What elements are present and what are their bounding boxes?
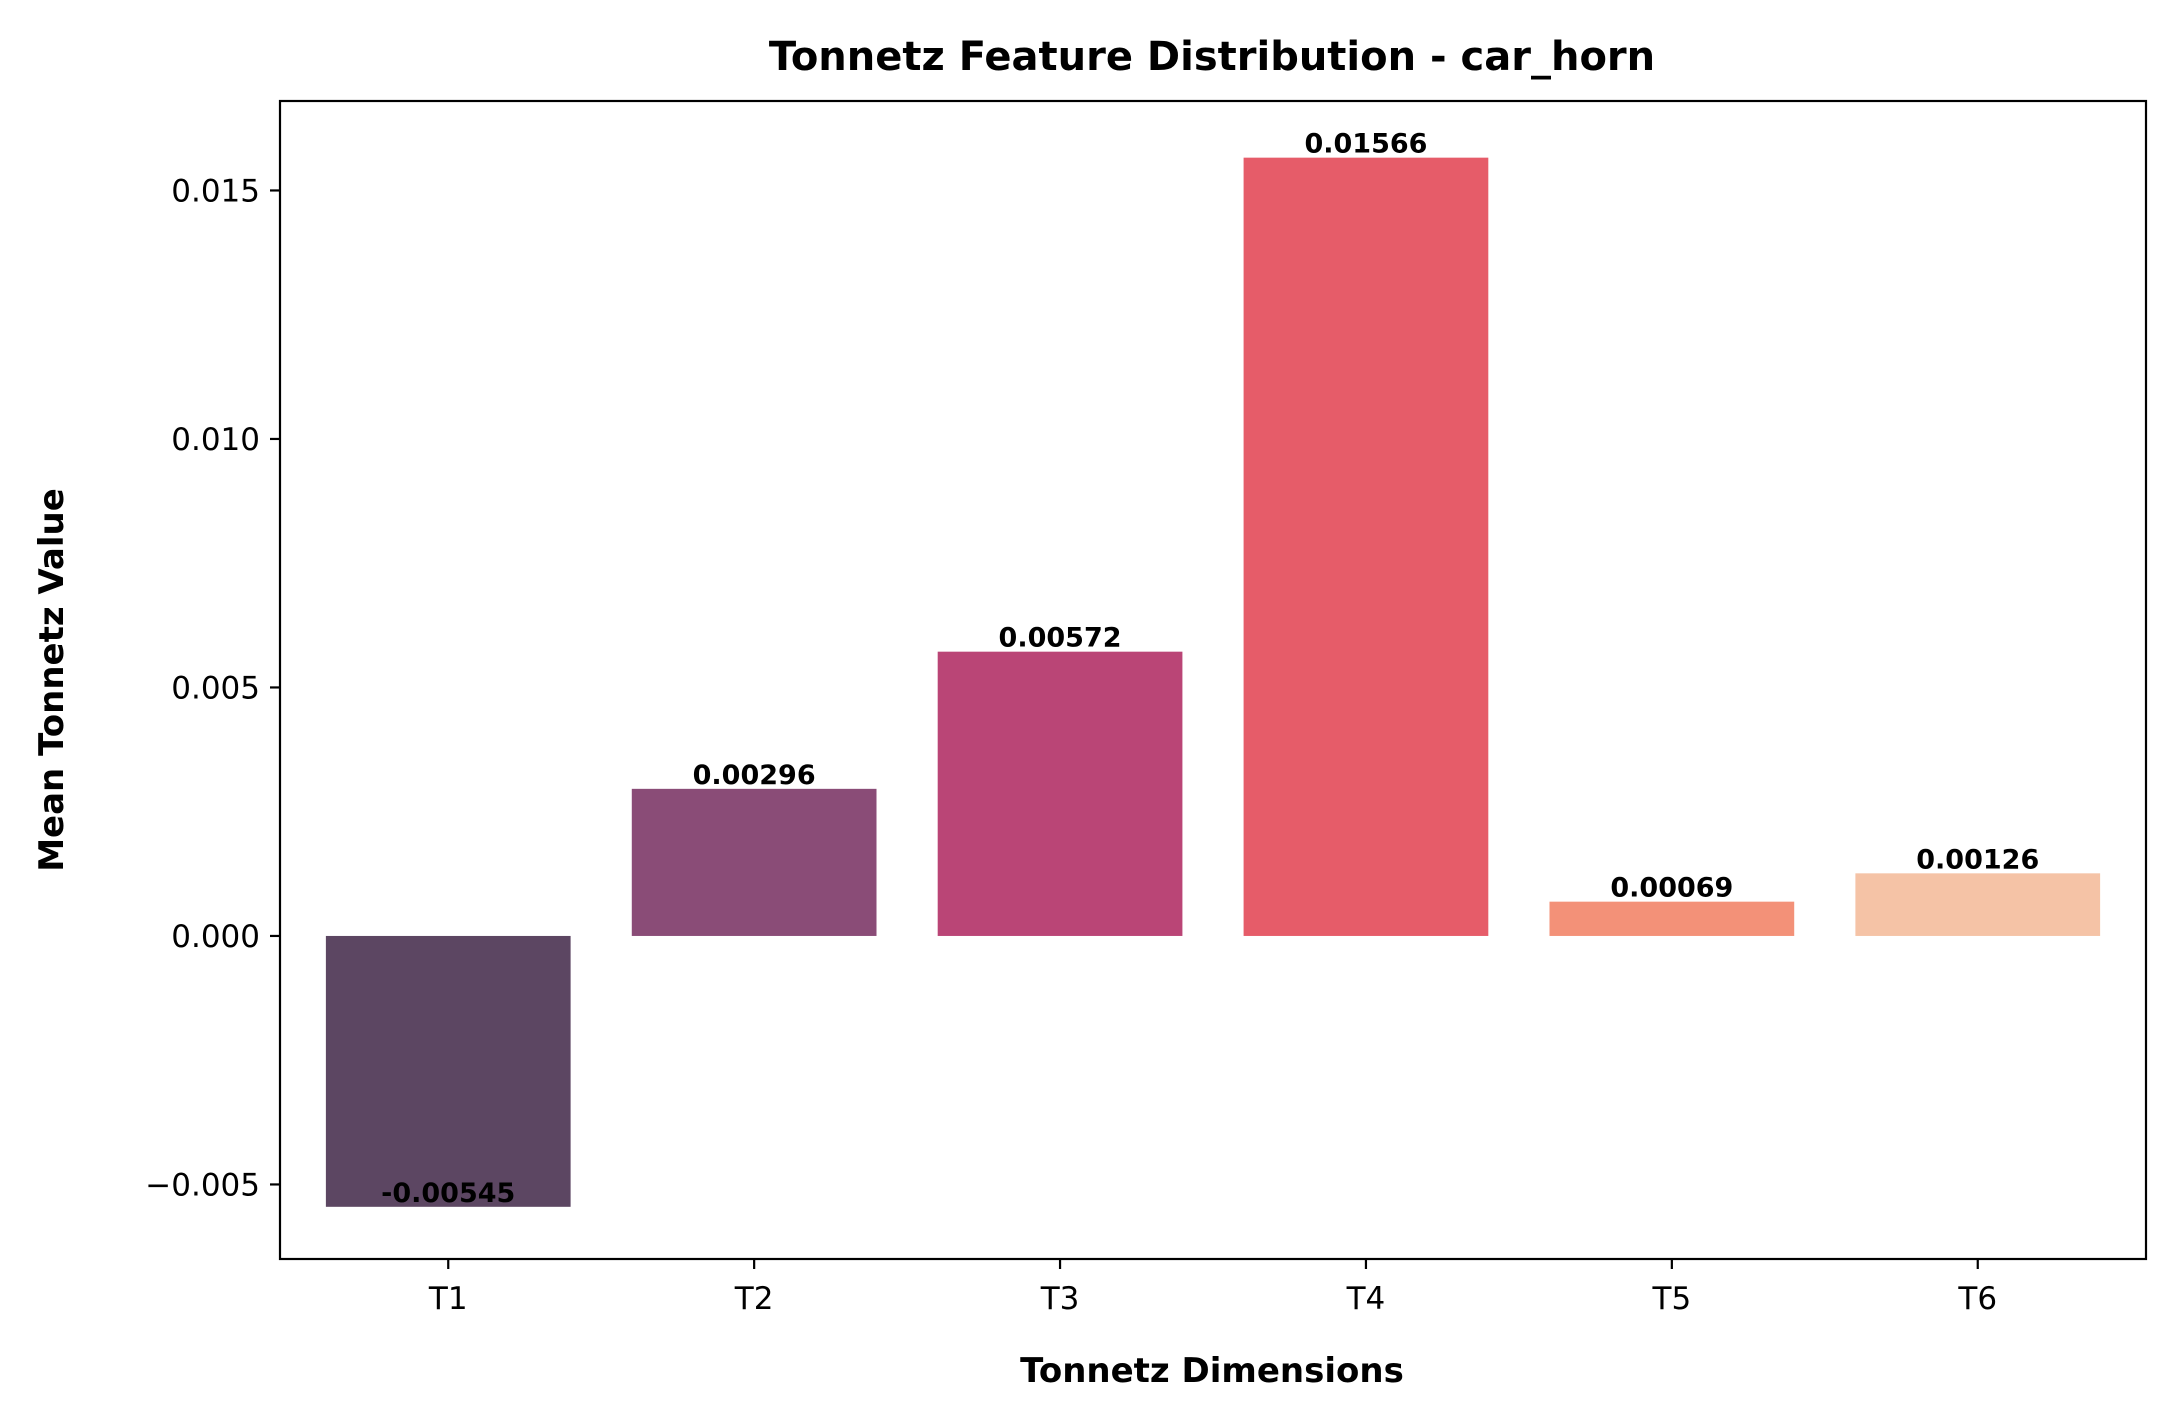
- x-axis-ticks: T1 T2 T3 T4 T5 T6: [428, 1259, 1997, 1317]
- plot-frame: [278, 99, 2148, 1261]
- bar-t3: [937, 651, 1183, 936]
- bar-value-label-t5: 0.00069: [1610, 873, 1733, 904]
- x-tick-label: T3: [1040, 1281, 1080, 1317]
- bar-t6: [1855, 873, 2101, 936]
- y-tick-label: −0.005: [145, 1167, 260, 1203]
- bar-value-label-t1: -0.00545: [381, 1178, 515, 1209]
- x-tick-label: T2: [734, 1281, 774, 1317]
- bar-t1: [325, 935, 571, 1207]
- bar-value-label-t4: 0.01566: [1304, 129, 1427, 160]
- x-tick-label: T1: [428, 1281, 468, 1317]
- y-tick-label: 0.005: [171, 670, 260, 706]
- y-tick-label: 0.000: [171, 919, 260, 955]
- x-axis-label: Tonnetz Dimensions: [1020, 1351, 1404, 1391]
- bar-value-label-t2: 0.00296: [693, 760, 816, 791]
- bar-t5: [1549, 901, 1795, 936]
- bar-t2: [631, 788, 877, 936]
- x-tick-label: T5: [1652, 1281, 1692, 1317]
- y-tick-label: 0.015: [171, 173, 260, 209]
- y-axis-ticks: −0.005 0.000 0.005 0.010 0.015: [145, 173, 280, 1203]
- chart-title: Tonnetz Feature Distribution - car_horn: [769, 34, 1655, 80]
- y-axis-label: Mean Tonnetz Value: [32, 488, 72, 872]
- bar-value-labels: -0.00545 0.00296 0.00572 0.01566 0.00069 0.00…: [381, 129, 2039, 1209]
- bars-group: [325, 157, 2101, 1207]
- bar-value-label-t3: 0.00572: [999, 623, 1122, 654]
- x-tick-label: T6: [1957, 1281, 1997, 1317]
- bar-value-label-t6: 0.00126: [1916, 844, 2039, 875]
- bar-t4: [1243, 157, 1489, 936]
- y-tick-label: 0.010: [171, 422, 260, 458]
- x-tick-label: T4: [1346, 1281, 1386, 1317]
